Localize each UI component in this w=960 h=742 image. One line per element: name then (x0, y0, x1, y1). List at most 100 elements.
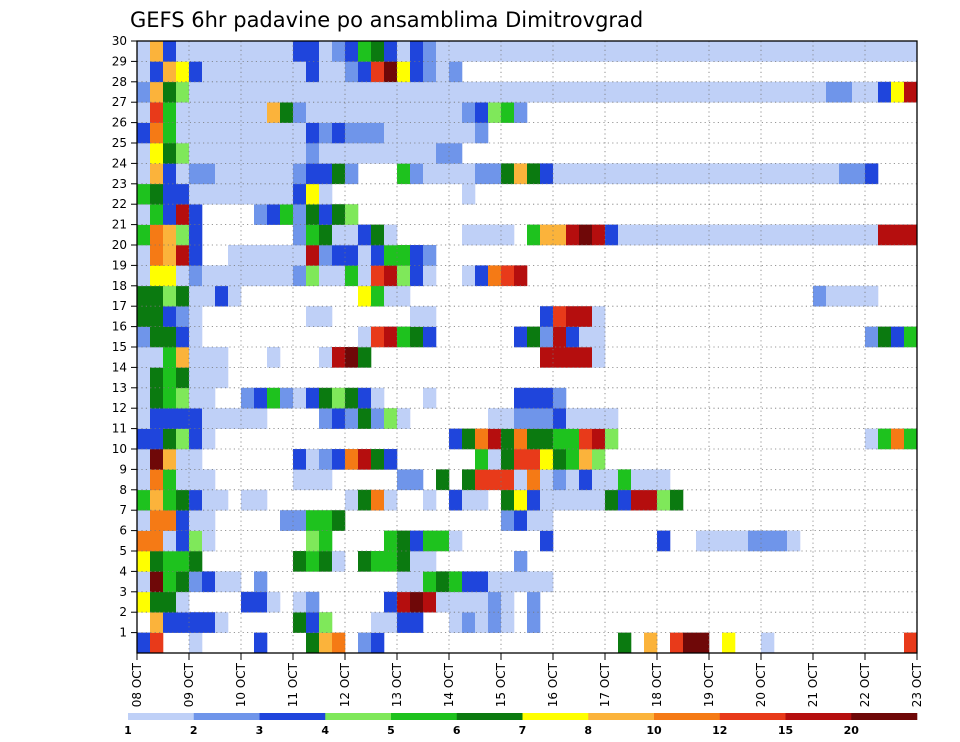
heatmap-cell (748, 224, 762, 246)
heatmap-cell (332, 163, 346, 185)
heatmap-cell (163, 551, 177, 572)
heatmap-cell (293, 224, 307, 246)
heatmap-cell (137, 265, 151, 287)
heatmap-cell (735, 224, 749, 246)
heatmap-cell (163, 408, 177, 429)
heatmap-cell (176, 81, 190, 103)
heatmap-cell (254, 102, 268, 123)
y-tick-label: 29 (112, 54, 127, 68)
colorbar-label: 20 (844, 724, 860, 737)
heatmap-cell (813, 224, 827, 246)
heatmap-cell (423, 122, 437, 144)
heatmap-cell (566, 326, 580, 348)
heatmap-cell (540, 306, 554, 327)
heatmap-cell (293, 143, 307, 164)
x-tick-label: 13 OCT (390, 662, 404, 707)
heatmap-cell (189, 122, 203, 144)
heatmap-cell (228, 143, 242, 164)
heatmap-cell (865, 326, 879, 348)
heatmap-cell (657, 224, 671, 246)
y-tick-label: 28 (112, 75, 127, 89)
heatmap-cell (371, 551, 385, 572)
heatmap-cell (150, 632, 164, 654)
heatmap-cell (436, 81, 450, 103)
heatmap-cell (826, 285, 840, 307)
heatmap-cell (189, 245, 203, 266)
heatmap-cell (787, 81, 801, 103)
heatmap-cell (306, 102, 320, 123)
heatmap-cell (202, 122, 216, 144)
heatmap-cell (423, 489, 437, 511)
heatmap-cell (189, 163, 203, 185)
heatmap-cell (449, 489, 463, 511)
heatmap-cell (865, 224, 879, 246)
heatmap-cell (696, 224, 710, 246)
heatmap-cell (150, 387, 164, 409)
heatmap-cell (839, 163, 853, 185)
heatmap-cell (137, 449, 151, 470)
y-tick-label: 4 (119, 564, 127, 578)
heatmap-cell (761, 163, 775, 185)
heatmap-cell (384, 81, 398, 103)
heatmap-cell (150, 163, 164, 185)
heatmap-cell (254, 408, 268, 429)
heatmap-cell (904, 428, 918, 450)
heatmap-cell (722, 163, 736, 185)
heatmap-cell (826, 41, 840, 62)
heatmap-cell (410, 61, 424, 83)
heatmap-cell (553, 449, 567, 470)
colorbar-label: 1 (124, 724, 132, 737)
heatmap-cell (137, 285, 151, 307)
heatmap-cell (163, 41, 177, 62)
heatmap-cell (319, 306, 333, 327)
heatmap-cell (735, 81, 749, 103)
heatmap-cell (605, 81, 619, 103)
heatmap-cell (384, 245, 398, 266)
heatmap-cell (254, 81, 268, 103)
heatmap-cell (319, 183, 333, 205)
heatmap-cell (163, 510, 177, 531)
heatmap-cell (501, 265, 515, 287)
heatmap-cell (514, 81, 528, 103)
heatmap-cell (813, 285, 827, 307)
heatmap-cell (670, 163, 684, 185)
heatmap-cell (293, 204, 307, 225)
heatmap-cell (215, 102, 229, 123)
heatmap-cell (228, 285, 242, 307)
heatmap-cell (345, 489, 359, 511)
heatmap-cell (423, 102, 437, 123)
heatmap-cell (423, 326, 437, 348)
heatmap-cell (826, 224, 840, 246)
heatmap-cell (332, 265, 346, 287)
heatmap-cell (644, 41, 658, 62)
heatmap-cell (332, 204, 346, 225)
colorbar-label: 6 (453, 724, 461, 737)
heatmap-cell (683, 632, 697, 654)
heatmap-cell (475, 489, 489, 511)
heatmap-cell (280, 265, 294, 287)
heatmap-cell (267, 204, 281, 225)
heatmap-cell (202, 163, 216, 185)
heatmap-cell (540, 326, 554, 348)
heatmap-cell (384, 612, 398, 633)
heatmap-cell (852, 224, 866, 246)
heatmap-cell (436, 469, 450, 491)
heatmap-cell (189, 183, 203, 205)
heatmap-cell (176, 428, 190, 450)
heatmap-cell (644, 469, 658, 491)
heatmap-cell (579, 224, 593, 246)
heatmap-cell (189, 285, 203, 307)
heatmap-cell (696, 530, 710, 552)
heatmap-cell (384, 122, 398, 144)
heatmap-cell (423, 163, 437, 185)
heatmap-cell (215, 41, 229, 62)
heatmap-cell (267, 102, 281, 123)
heatmap-cell (189, 224, 203, 246)
heatmap-cell (358, 102, 372, 123)
heatmap-cell (462, 571, 476, 593)
heatmap-cell (215, 367, 229, 389)
y-tick-label: 6 (119, 524, 127, 538)
heatmap-cell (423, 81, 437, 103)
heatmap-cell (241, 489, 255, 511)
heatmap-cell (202, 61, 216, 83)
